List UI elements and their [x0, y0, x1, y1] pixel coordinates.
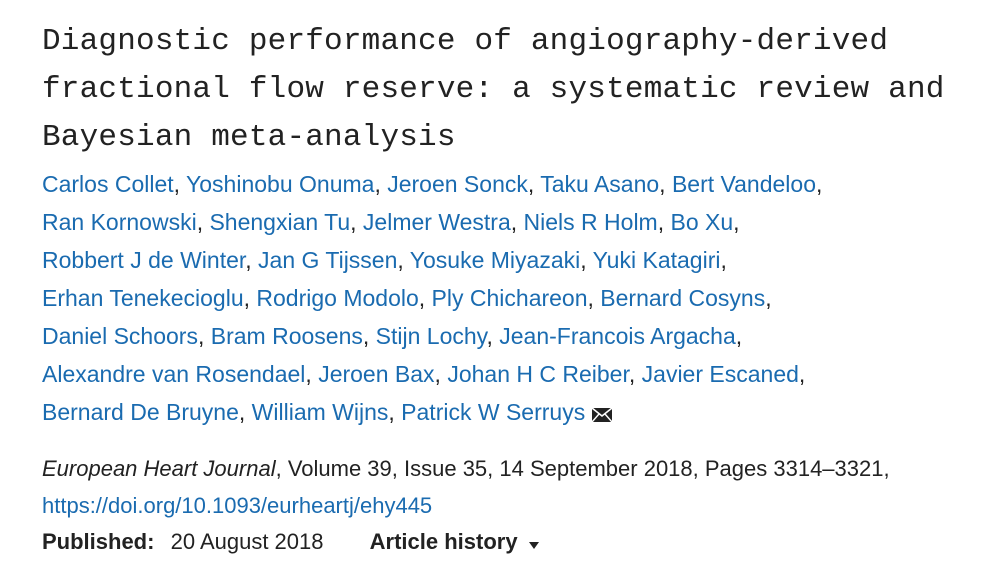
author-line: Bernard De Bruyne, William Wijns, Patric… [42, 393, 822, 431]
published-label: Published: [42, 529, 155, 554]
separator: , [733, 209, 740, 235]
separator: , [350, 209, 357, 235]
separator: , [720, 247, 727, 273]
separator: , [418, 285, 426, 311]
separator: , [798, 361, 806, 387]
author-link[interactable]: Taku Asano [540, 171, 660, 197]
author-link[interactable]: Johan H C Reiber [447, 361, 629, 387]
author-link[interactable]: Bernard Cosyns [600, 285, 766, 311]
separator: , [735, 323, 743, 349]
author-line: Daniel Schoors, Bram Roosens, Stijn Loch… [42, 317, 822, 355]
separator: , [816, 171, 823, 197]
author-link[interactable]: Bo Xu [670, 209, 734, 235]
author-link[interactable]: Jeroen Bax [318, 361, 435, 387]
author-link[interactable]: Shengxian Tu [209, 209, 351, 235]
separator: , [765, 285, 772, 311]
separator: , [628, 361, 636, 387]
doi-link[interactable]: https://doi.org/10.1093/eurheartj/ehy445 [42, 493, 433, 518]
author-link[interactable]: Alexandre van Rosendael [42, 361, 306, 387]
author-link[interactable]: Niels R Holm [523, 209, 658, 235]
author-link[interactable]: Bernard De Bruyne [42, 399, 239, 425]
author-link[interactable]: Stijn Lochy [375, 323, 487, 349]
author-link[interactable]: Jelmer Westra [362, 209, 511, 235]
citation: European Heart Journal, Volume 39, Issue… [42, 450, 967, 524]
separator: , [486, 323, 493, 349]
author-link[interactable]: Jeroen Sonck [387, 171, 528, 197]
author-link[interactable]: Bert Vandeloo [671, 171, 817, 197]
author-link[interactable]: Jean-Francois Argacha [499, 323, 736, 349]
article-history[interactable]: Article history [369, 529, 518, 554]
separator: , [374, 171, 381, 197]
separator: , [388, 399, 395, 425]
separator: , [173, 171, 181, 197]
separator: , [510, 209, 518, 235]
separator: , [196, 209, 204, 235]
separator: , [245, 247, 252, 273]
separator: , [243, 285, 250, 311]
author-link[interactable]: Javier Escaned [641, 361, 799, 387]
author-line: Ran Kornowski, Shengxian Tu, Jelmer West… [42, 203, 822, 241]
publication-info: Published: 20 August 2018 Article histor… [42, 526, 540, 558]
article-title: Diagnostic performance of angiography-de… [42, 24, 945, 155]
author-link[interactable]: Erhan Tenekecioglu [42, 285, 244, 311]
separator: , [305, 361, 312, 387]
separator: , [580, 247, 587, 273]
author-line: Carlos Collet, Yoshinobu Onuma, Jeroen S… [42, 165, 822, 203]
separator: , [657, 209, 665, 235]
separator: , [587, 285, 594, 311]
author-link[interactable]: Ply Chichareon [431, 285, 588, 311]
author-link[interactable]: Rodrigo Modolo [256, 285, 419, 311]
author-link[interactable]: Yosuke Miyazaki [409, 247, 581, 273]
author-link[interactable]: Patrick W Serruys [401, 399, 586, 425]
author-line: Alexandre van Rosendael, Jeroen Bax, Joh… [42, 355, 822, 393]
author-link[interactable]: Ran Kornowski [42, 209, 197, 235]
author-link[interactable]: Bram Roosens [210, 323, 363, 349]
separator: , [238, 399, 246, 425]
separator: , [362, 323, 370, 349]
author-list: Carlos Collet, Yoshinobu Onuma, Jeroen S… [42, 165, 822, 431]
author-link[interactable]: William Wijns [251, 399, 389, 425]
separator: , [659, 171, 666, 197]
author-link[interactable]: Yoshinobu Onuma [186, 171, 375, 197]
author-line: Robbert J de Winter, Jan G Tijssen, Yosu… [42, 241, 822, 279]
author-link[interactable]: Carlos Collet [42, 171, 174, 197]
author-link[interactable]: Robbert J de Winter [42, 247, 246, 273]
separator: , [397, 247, 404, 273]
citation-details: , Volume 39, Issue 35, 14 September 2018… [275, 456, 890, 481]
author-link[interactable]: Jan G Tijssen [258, 247, 398, 273]
journal-name: European Heart Journal [42, 456, 276, 481]
published-date: 20 August 2018 [170, 529, 324, 554]
separator: , [527, 171, 535, 197]
author-link[interactable]: Daniel Schoors [42, 323, 198, 349]
separator: , [434, 361, 441, 387]
author-link[interactable]: Yuki Katagiri [592, 247, 721, 273]
dropdown-arrow[interactable] [528, 540, 540, 550]
separator: , [197, 323, 205, 349]
email-icon[interactable] [591, 407, 613, 423]
author-line: Erhan Tenekecioglu, Rodrigo Modolo, Ply … [42, 279, 822, 317]
